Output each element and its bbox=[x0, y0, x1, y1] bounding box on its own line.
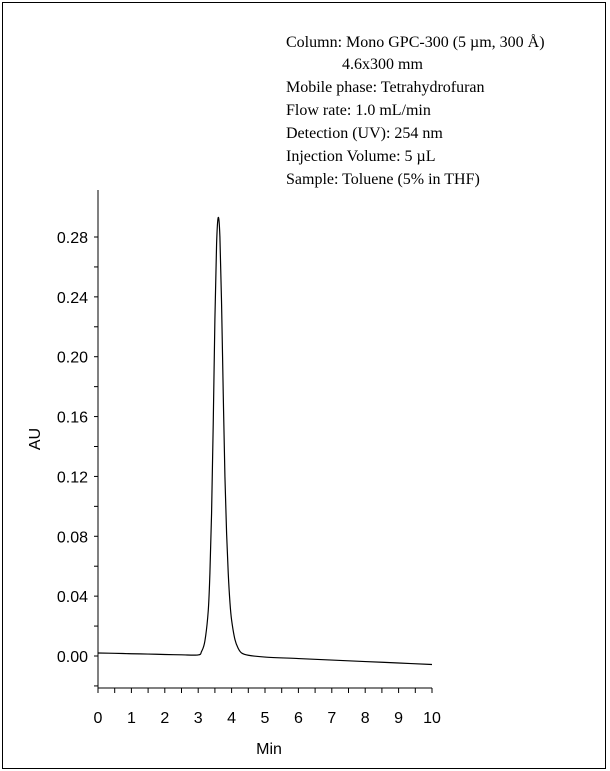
x-tick-label: 10 bbox=[423, 710, 441, 727]
x-tick-label: 0 bbox=[94, 710, 103, 727]
x-tick-label: 2 bbox=[160, 710, 169, 727]
y-tick-label: 0.24 bbox=[57, 290, 88, 307]
y-axis-title: AU bbox=[27, 428, 44, 450]
x-tick-label: 4 bbox=[227, 710, 236, 727]
y-tick-label: 0.04 bbox=[57, 589, 88, 606]
y-axis-ticks: 0.00 0.04 0.08 0.12 0.16 0.20 0.24 0.28 bbox=[57, 230, 98, 687]
x-tick-label: 6 bbox=[294, 710, 303, 727]
annotation-mobile-phase: Mobile phase: Tetrahydrofuran bbox=[286, 79, 485, 96]
annotation-detection: Detection (UV): 254 nm bbox=[286, 125, 443, 142]
x-axis-title: Min bbox=[256, 741, 282, 758]
y-tick-label: 0.12 bbox=[57, 469, 88, 486]
x-tick-label: 9 bbox=[394, 710, 403, 727]
x-tick-label: 3 bbox=[194, 710, 203, 727]
x-tick-label: 1 bbox=[127, 710, 136, 727]
y-tick-label: 0.16 bbox=[57, 410, 88, 427]
x-axis-ticks: 0 1 2 3 4 5 6 7 8 9 10 bbox=[94, 688, 441, 727]
chromatogram-trace bbox=[97, 216, 433, 666]
x-tick-label: 5 bbox=[261, 710, 270, 727]
annotation-flow-rate: Flow rate: 1.0 mL/min bbox=[286, 102, 431, 119]
y-tick-label: 0.00 bbox=[57, 649, 88, 666]
method-annotation-block: Column: Mono GPC-300 (5 µm, 300 Å) 4.6x3… bbox=[286, 33, 545, 188]
annotation-column: Column: Mono GPC-300 (5 µm, 300 Å) bbox=[286, 33, 545, 51]
annotation-injection-volume: Injection Volume: 5 µL bbox=[286, 148, 436, 165]
y-tick-label: 0.08 bbox=[57, 529, 88, 546]
annotation-column-dimensions: 4.6x300 mm bbox=[342, 56, 423, 73]
annotation-sample: Sample: Toluene (5% in THF) bbox=[286, 171, 480, 188]
y-tick-label: 0.28 bbox=[57, 230, 88, 247]
x-tick-label: 8 bbox=[361, 710, 370, 727]
y-tick-label: 0.20 bbox=[57, 350, 88, 367]
x-tick-label: 7 bbox=[327, 710, 336, 727]
